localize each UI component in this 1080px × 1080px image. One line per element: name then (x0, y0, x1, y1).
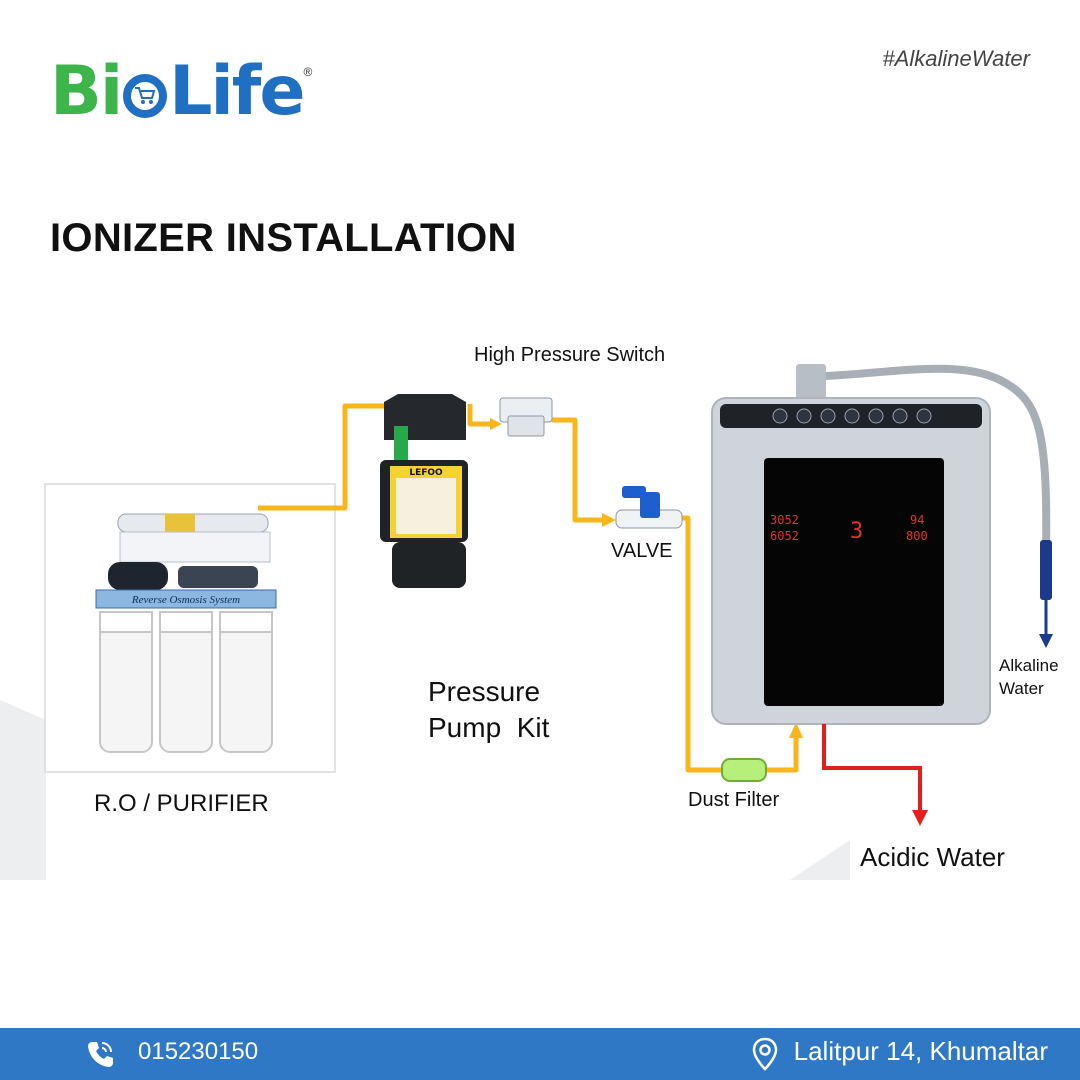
background-shadow (790, 840, 850, 880)
label-acidic-water: Acidic Water (860, 842, 1005, 872)
label-pressure-line1: Pressure (428, 676, 541, 707)
arrow-to-switch (490, 418, 502, 430)
pipe-ro-to-pump (258, 403, 388, 511)
dust-filter-image (721, 758, 767, 782)
label-alkaline-line1: Alkaline (999, 656, 1059, 675)
label-high-pressure-switch: High Pressure Switch (474, 344, 666, 366)
ro-purifier-image: Reverse Osmosis System (44, 483, 336, 773)
label-alkaline-water: Alkaline Water (999, 654, 1059, 700)
footer-address: Lalitpur 14, Khumaltar (793, 1036, 1048, 1066)
label-pressure-pump-kit: Pressure Pump Kit (428, 674, 549, 746)
pipe-pump-to-switch (467, 404, 490, 427)
display-right-bottom: 800 (906, 529, 928, 543)
ro-banner-text: Reverse Osmosis System (131, 594, 240, 606)
hashtag: #AlkalineWater (882, 46, 1030, 71)
brand-logo: Bi Life® (50, 52, 350, 132)
logo-text-bi: Bi (50, 52, 123, 131)
arrow-to-valve (602, 513, 616, 527)
footer-phone[interactable]: 015230150 (138, 1038, 259, 1065)
label-valve: VALVE (611, 540, 673, 562)
water-pipes (258, 403, 799, 773)
location-pin-icon (752, 1037, 778, 1076)
acidic-arrowhead (912, 810, 928, 826)
pipe-filter-to-ionizer (766, 735, 799, 773)
logo-text-life: Life (169, 52, 305, 131)
display-right-top: 94 (910, 513, 924, 527)
logo-cart-icon (123, 74, 168, 118)
valve-image (615, 486, 683, 529)
label-ro-purifier: R.O / PURIFIER (94, 790, 269, 817)
display-left-top: 3052 (770, 513, 799, 527)
high-pressure-switch-image (499, 397, 553, 437)
ionizer-unit-image: 3052 6052 3 94 800 (711, 364, 1052, 725)
acidic-arrow (822, 724, 922, 812)
display-center-digit: 3 (850, 519, 863, 544)
background-shadow (0, 700, 46, 880)
pipe-switch-to-valve (552, 417, 602, 523)
registered-mark: ® (303, 65, 313, 79)
label-pressure-line2: Pump Kit (428, 712, 550, 743)
label-dust-filter: Dust Filter (688, 789, 780, 811)
page-title: IONIZER INSTALLATION (50, 216, 517, 260)
pipe-valve-to-filter (682, 515, 722, 773)
footer-bar: 015230150 Lalitpur 14, Khumaltar (0, 1028, 1080, 1080)
pump-brand-text: LEFOO (409, 468, 443, 478)
alkaline-arrowhead (1039, 634, 1053, 648)
phone-icon (84, 1038, 116, 1075)
pressure-pump-image: LEFOO (380, 394, 468, 588)
display-left-bottom: 6052 (770, 529, 799, 543)
alkaline-hose (825, 364, 1051, 561)
arrow-to-ionizer (789, 722, 803, 738)
label-alkaline-line2: Water (999, 679, 1044, 698)
